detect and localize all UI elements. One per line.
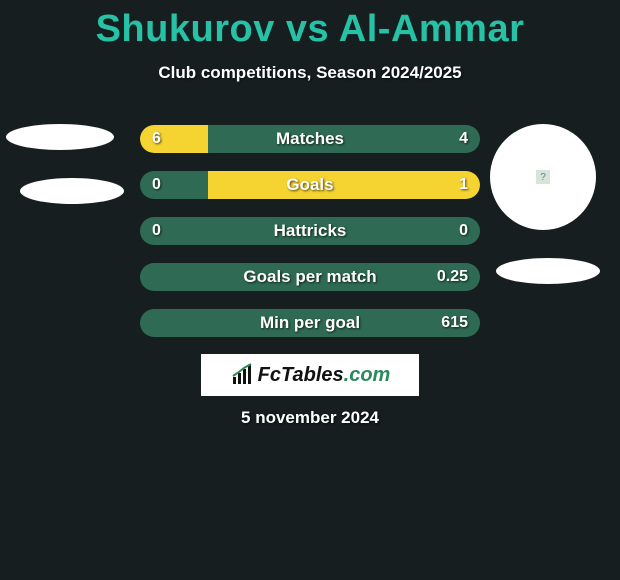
player-right-avatar: ?	[490, 124, 596, 230]
stat-label: Goals	[140, 171, 480, 199]
branding-badge[interactable]: FcTables.com	[201, 354, 419, 396]
stat-value-right: 0	[459, 217, 468, 245]
stat-value-right: 615	[441, 309, 468, 337]
stat-value-right: 4	[459, 125, 468, 153]
stat-label: Min per goal	[140, 309, 480, 337]
stat-row: 0Hattricks0	[140, 217, 480, 245]
stat-row: Min per goal615	[140, 309, 480, 337]
page-title: Shukurov vs Al-Ammar	[0, 0, 620, 51]
stat-label: Goals per match	[140, 263, 480, 291]
branding-chart-icon	[230, 363, 254, 387]
branding-name: FcTables	[258, 364, 344, 386]
footer-date: 5 november 2024	[0, 408, 620, 428]
stat-label: Hattricks	[140, 217, 480, 245]
player-right-shadow	[496, 258, 600, 284]
page-subtitle: Club competitions, Season 2024/2025	[0, 63, 620, 83]
player-left-shadow	[20, 178, 124, 204]
stat-row: 0Goals1	[140, 171, 480, 199]
stat-value-right: 1	[459, 171, 468, 199]
branding-text: FcTables.com	[258, 364, 391, 387]
stat-row: 6Matches4	[140, 125, 480, 153]
image-placeholder-icon: ?	[536, 170, 550, 184]
stat-value-right: 0.25	[437, 263, 468, 291]
stat-row: Goals per match0.25	[140, 263, 480, 291]
stat-label: Matches	[140, 125, 480, 153]
stats-container: 6Matches40Goals10Hattricks0Goals per mat…	[140, 125, 480, 355]
branding-domain: .com	[344, 364, 391, 386]
player-left-avatar	[6, 124, 114, 150]
